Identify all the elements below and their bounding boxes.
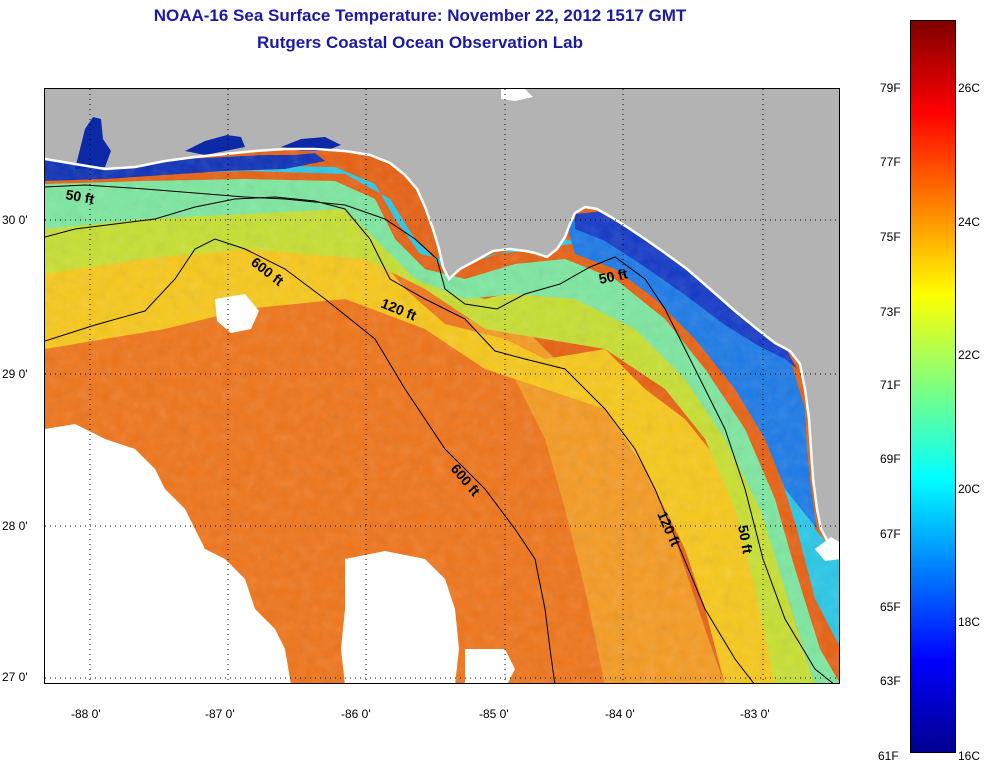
colorbar-label-65f: 65F (880, 600, 901, 614)
lon-label-85: -85 0' (479, 707, 509, 721)
colorbar-label-26c: 26C (958, 81, 981, 95)
colorbar-label-67f: 67F (880, 527, 901, 541)
contour-label-50ft-east: 50 ft (597, 265, 629, 287)
colorbar-label-79f: 79F (880, 81, 901, 95)
colorbar-label-20c: 20C (958, 482, 981, 496)
bay-east (281, 137, 341, 151)
temperature-colorbar (910, 20, 956, 753)
colorbar-label-69f: 69F (880, 452, 901, 466)
contour-label-50ft-south: 50 ft (735, 524, 756, 555)
contour-label-50ft-west: 50 ft (64, 186, 95, 207)
lon-label-86: -86 0' (341, 707, 371, 721)
colorbar-label-61f: 61F (878, 749, 899, 763)
lon-label-87: -87 0' (205, 707, 235, 721)
lat-label-30: 30 0' (2, 213, 28, 227)
cloud-cover (45, 89, 839, 683)
map-subtitle: Rutgers Coastal Ocean Observation Lab (257, 33, 583, 52)
colorbar-label-22c: 22C (958, 348, 981, 362)
lon-label-83: -83 0' (740, 707, 770, 721)
bay-west (75, 117, 111, 169)
contour-120ft (45, 196, 755, 683)
colorbar-label-16c: 16C (958, 749, 981, 763)
bay-mid (185, 135, 245, 155)
colorbar-label-63f: 63F (880, 674, 901, 688)
lon-label-88: -88 0' (71, 707, 101, 721)
colorbar-label-77f: 77F (880, 155, 901, 169)
colorbar-label-18c: 18C (958, 615, 981, 629)
lon-label-84: -84 0' (605, 707, 635, 721)
sst-map-canvas: 50 ft 120 ft 600 ft 600 ft 120 ft 50 ft … (45, 89, 839, 683)
map-title: NOAA-16 Sea Surface Temperature: Novembe… (153, 6, 687, 25)
colorbar-label-24c: 24C (958, 215, 981, 229)
colorbar-label-75f: 75F (880, 230, 901, 244)
lat-label-29: 29 0' (2, 367, 28, 381)
bathymetry-contours (45, 184, 834, 683)
contour-600ft (45, 238, 556, 683)
colorbar-label-71f: 71F (880, 378, 901, 392)
sst-map: 50 ft 120 ft 600 ft 600 ft 120 ft 50 ft … (44, 88, 840, 684)
lat-label-27: 27 0' (2, 670, 28, 684)
coastline (45, 147, 839, 558)
colorbar-label-73f: 73F (880, 305, 901, 319)
lat-label-28: 28 0' (2, 519, 28, 533)
